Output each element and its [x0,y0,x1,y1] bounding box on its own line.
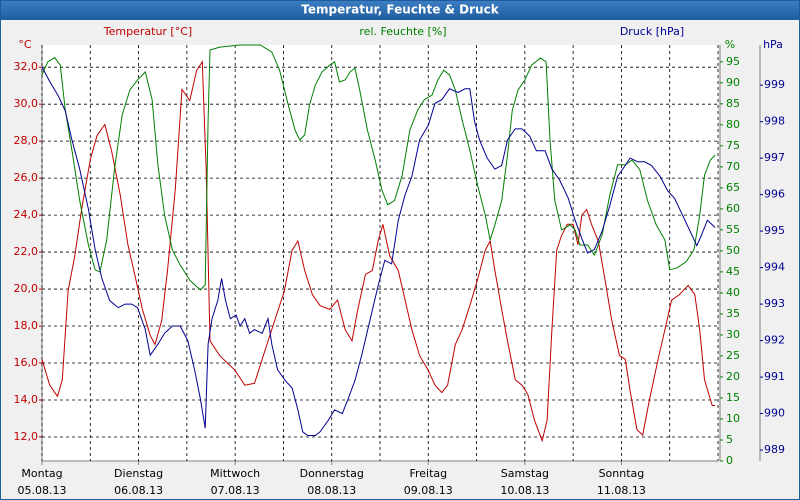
y-tick-label: 15 [726,391,740,404]
y-tick-label: 14,0 [14,393,39,406]
x-tick-label: Mittwoch [210,467,260,480]
y-tick-label: 50 [726,244,740,257]
x-tick-date: 09.08.13 [404,484,453,497]
y-tick-label: 70 [726,160,740,173]
x-tick-date: 06.08.13 [114,484,163,497]
y-tick-label: 55 [726,223,740,236]
title-bar [0,0,800,20]
y-tick-label: 25 [726,349,740,362]
plot-area [42,45,718,461]
x-tick-label: Montag [21,467,62,480]
axis-unit: hPa [763,38,783,51]
x-tick-date: 07.08.13 [211,484,260,497]
x-tick-label: Dienstag [114,467,163,480]
y-tick-label: 85 [726,97,740,110]
y-tick-label: 989 [764,443,785,456]
y-tick-label: 991 [764,370,785,383]
y-tick-label: 65 [726,181,740,194]
y-tick-label: 24,0 [14,208,39,221]
y-tick-label: 997 [764,151,785,164]
series-line [41,59,716,443]
y-tick-label: 60 [726,202,740,215]
y-tick-label: 28,0 [14,134,39,147]
y-tick-label: 16,0 [14,356,39,369]
y-tick-label: 0 [726,454,733,467]
y-tick-label: 12,0 [14,430,39,443]
y-tick-label: 992 [764,334,785,347]
axis-title: Temperatur [°C] [103,25,192,38]
y-tick-label: 30,0 [14,97,39,110]
axis-unit: °C [18,38,32,51]
y-tick-label: 996 [764,188,785,201]
y-tick-label: 20,0 [14,282,39,295]
y-tick-label: 990 [764,407,785,420]
x-tick-label: Donnerstag [300,467,364,480]
y-tick-label: 45 [726,265,740,278]
y-tick-label: 999 [764,78,785,91]
y-tick-label: 90 [726,76,740,89]
y-tick-label: 18,0 [14,319,39,332]
series-line [41,44,716,291]
x-tick-date: 11.08.13 [597,484,646,497]
y-tick-label: 994 [764,261,785,274]
x-tick-date: 10.08.13 [500,484,549,497]
axis-title: rel. Feuchte [%] [359,25,446,38]
y-tick-label: 998 [764,115,785,128]
x-tick-label: Sonntag [599,467,645,480]
y-tick-label: 993 [764,297,785,310]
y-tick-label: 22,0 [14,245,39,258]
chart-title: Temperatur, Feuchte & Druck [301,3,499,17]
y-tick-label: 10 [726,412,740,425]
y-tick-label: 35 [726,307,740,320]
x-tick-label: Freitag [409,467,447,480]
x-tick-date: 08.08.13 [307,484,356,497]
y-tick-label: 75 [726,139,740,152]
y-tick-label: 30 [726,328,740,341]
x-tick-label: Samstag [501,467,549,480]
y-tick-label: 80 [726,118,740,131]
axis-title: Druck [hPa] [620,25,684,38]
series-line [41,66,716,436]
y-tick-label: 32,0 [14,60,39,73]
y-tick-label: 995 [764,224,785,237]
y-tick-label: 20 [726,370,740,383]
y-tick-label: 95 [726,55,740,68]
y-tick-label: 26,0 [14,171,39,184]
axis-unit: % [725,38,735,51]
y-tick-label: 40 [726,286,740,299]
y-tick-label: 5 [726,433,733,446]
x-tick-date: 05.08.13 [18,484,67,497]
